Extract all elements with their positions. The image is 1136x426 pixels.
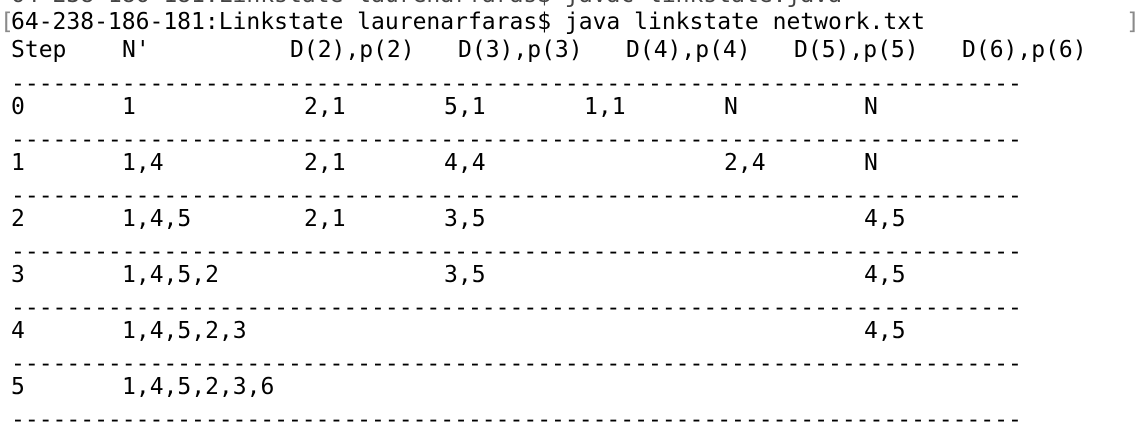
row-d5: 2,4 (724, 150, 766, 176)
row-d2: 2,1 (304, 150, 346, 176)
separator-line: ----------------------------------------… (11, 71, 1022, 97)
row-nprime: 1,4,5,2,3,6 (122, 374, 275, 400)
row-step: 5 (11, 374, 25, 400)
row-d6: N (864, 94, 878, 120)
row-d6: 4,5 (864, 206, 906, 232)
row-nprime: 1 (122, 94, 136, 120)
row-nprime: 1,4 (122, 150, 164, 176)
row-step: 3 (11, 262, 25, 288)
header-d4: D(4),p(4) (626, 37, 751, 63)
row-nprime: 1,4,5 (122, 206, 192, 232)
separator-line: ----------------------------------------… (11, 295, 1022, 321)
row-d3: 3,5 (444, 262, 486, 288)
separator-line: ----------------------------------------… (11, 127, 1022, 153)
header-step: Step (11, 37, 67, 63)
row-d3: 5,1 (444, 94, 486, 120)
row-nprime: 1,4,5,2 (122, 262, 219, 288)
header-nprime: N' (122, 37, 150, 63)
row-d6: N (864, 150, 878, 176)
separator-line: ----------------------------------------… (11, 351, 1022, 377)
row-d2: 2,1 (304, 206, 346, 232)
row-d3: 3,5 (444, 206, 486, 232)
row-d3: 4,4 (444, 150, 486, 176)
mark-bracket-left: [ (0, 9, 14, 35)
separator-line: ----------------------------------------… (11, 239, 1022, 265)
row-d5: N (724, 94, 738, 120)
separator-line: ----------------------------------------… (11, 183, 1022, 209)
row-d6: 4,5 (864, 318, 906, 344)
row-d4: 1,1 (584, 94, 626, 120)
previous-command-line: 64-238-186-181:Linkstate laurenarfaras$ … (11, 0, 842, 9)
header-d6: D(6),p(6) (962, 37, 1087, 63)
command-prompt-line: 64-238-186-181:Linkstate laurenarfaras$ … (11, 9, 925, 35)
header-d5: D(5),p(5) (794, 37, 919, 63)
mark-bracket-right: ] (1126, 8, 1136, 36)
row-nprime: 1,4,5,2,3 (122, 318, 247, 344)
header-d3: D(3),p(3) (458, 37, 583, 63)
row-d2: 2,1 (304, 94, 346, 120)
header-d2: D(2),p(2) (290, 37, 415, 63)
row-step: 4 (11, 318, 25, 344)
row-step: 1 (11, 150, 25, 176)
separator-line: ----------------------------------------… (11, 407, 1022, 426)
row-step: 2 (11, 206, 25, 232)
row-step: 0 (11, 94, 25, 120)
row-d6: 4,5 (864, 262, 906, 288)
